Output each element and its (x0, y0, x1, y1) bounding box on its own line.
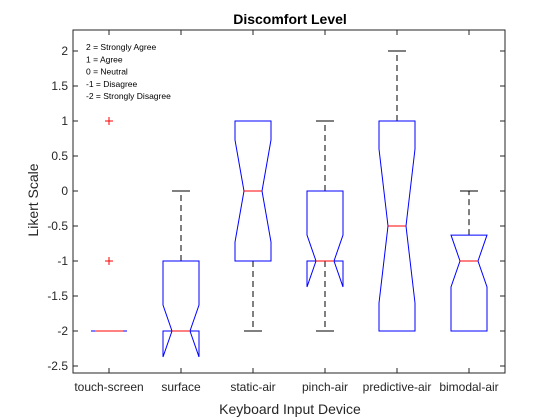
legend-note-line: -1 = Disagree (86, 79, 138, 89)
y-tick-label: 0 (61, 184, 68, 198)
outlier-marker (105, 117, 113, 125)
likert-legend-note: 2 = Strongly Agree 1 = Agree 0 = Neutral -1… (86, 42, 171, 101)
chart-title: Discomfort Level (233, 11, 347, 27)
x-tick-label: pinch-air (302, 380, 348, 394)
y-tick-label: 0.5 (51, 149, 68, 163)
x-tick-label: touch-screen (74, 380, 143, 394)
boxplot-series (91, 50, 488, 358)
box-pinch-air (306, 120, 344, 332)
y-tick-label: 1.5 (51, 79, 68, 93)
box-static-air (234, 120, 272, 332)
box-surface (162, 190, 200, 358)
notched-box (234, 120, 272, 262)
x-tick-label: surface (161, 380, 201, 394)
y-tick-label: 1 (61, 114, 68, 128)
x-tick-label: predictive-air (363, 380, 432, 394)
x-axis-label: Keyboard Input Device (219, 401, 361, 417)
box-touch-screen (91, 117, 127, 332)
y-tick-label: -1 (57, 254, 68, 268)
notched-box (378, 120, 416, 332)
legend-note-line: 1 = Agree (86, 54, 123, 64)
x-tick-label: static-air (230, 380, 275, 394)
axes-box (72, 29, 506, 374)
x-axis: touch-screen surface static-air pinch-air pr… (74, 30, 499, 394)
y-axis: 2 1.5 1 0.5 0 -0.5 -1 -1.5 -2 -2.5 (47, 44, 505, 373)
notched-box (306, 190, 344, 288)
legend-note-line: -2 = Strongly Disagree (86, 91, 171, 101)
y-tick-label: -0.5 (47, 219, 68, 233)
outlier-marker (105, 257, 113, 265)
y-tick-label: 2 (61, 44, 68, 58)
notched-box (450, 234, 488, 332)
legend-note-line: 0 = Neutral (86, 67, 128, 77)
y-tick-label: -2 (57, 324, 68, 338)
box-predictive-air (378, 50, 416, 332)
y-axis-label: Likert Scale (25, 163, 41, 236)
notched-box (162, 260, 200, 358)
plot-area: 2 1.5 1 0.5 0 -0.5 -1 -1.5 -2 -2.5 touch-screen su… (47, 29, 506, 394)
box-bimodal-air (450, 190, 488, 332)
x-tick-label: bimodal-air (439, 380, 498, 394)
y-tick-label: -1.5 (47, 289, 68, 303)
legend-note-line: 2 = Strongly Agree (86, 42, 156, 52)
y-tick-label: -2.5 (47, 359, 68, 373)
